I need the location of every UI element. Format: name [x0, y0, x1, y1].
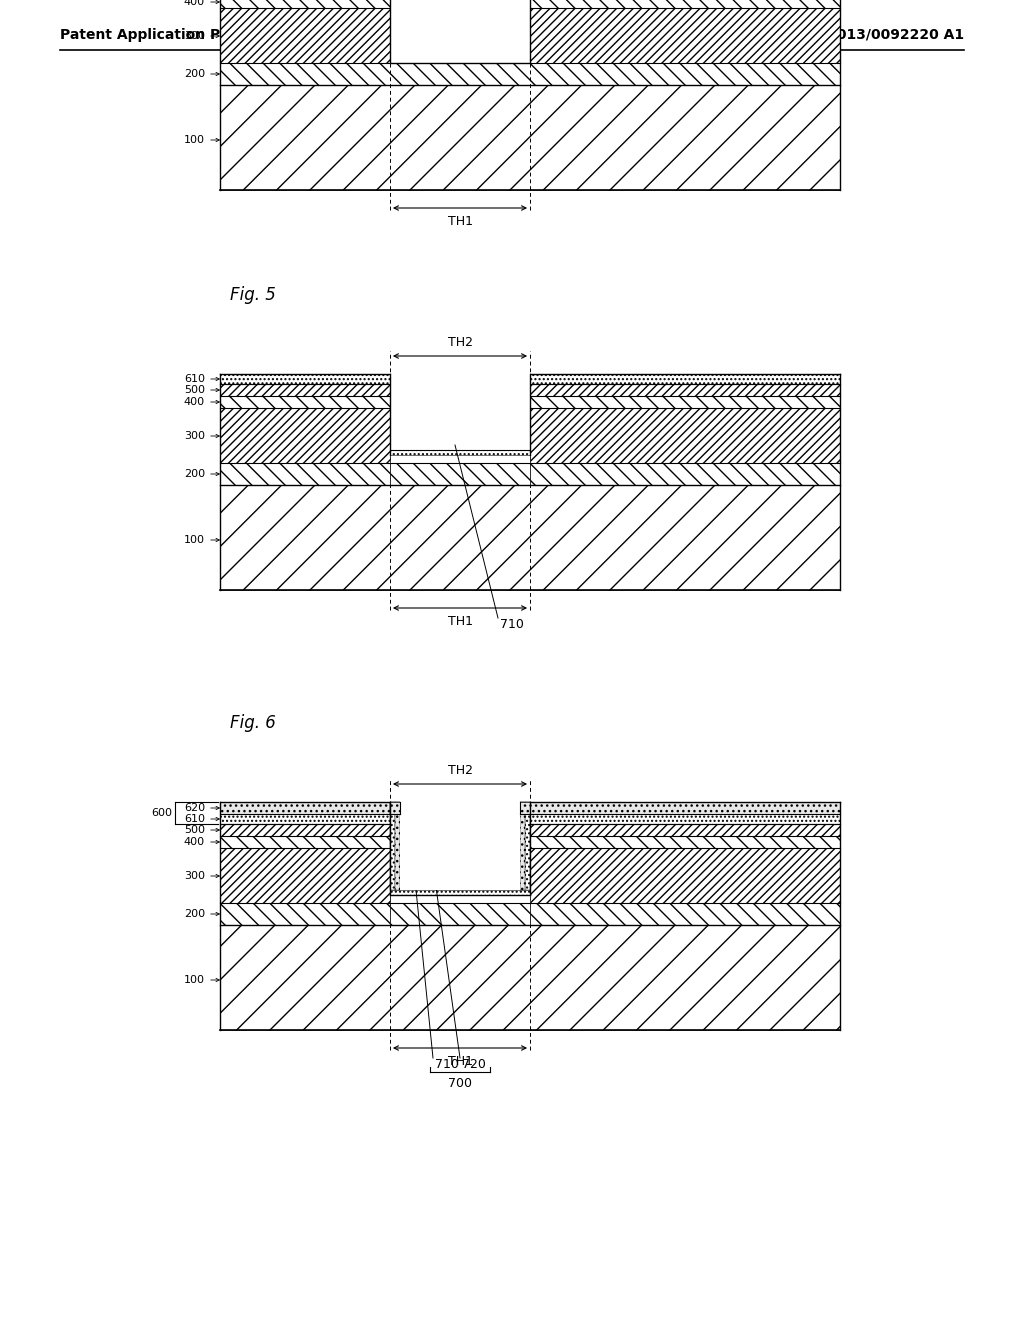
Text: 500: 500: [184, 825, 205, 836]
Bar: [530, 408, 840, 463]
Bar: [520, 803, 525, 814]
Text: 720: 720: [462, 1059, 485, 1071]
Bar: [530, 903, 840, 925]
Text: 710: 710: [435, 1059, 459, 1071]
Bar: [220, 814, 390, 824]
Bar: [220, 803, 390, 814]
Bar: [390, 903, 530, 925]
Bar: [220, 903, 390, 925]
Bar: [530, 0, 840, 8]
Bar: [395, 803, 400, 890]
Bar: [530, 374, 840, 384]
Bar: [400, 803, 520, 890]
Text: TH1: TH1: [447, 615, 472, 628]
Bar: [220, 374, 390, 384]
Bar: [220, 0, 390, 8]
Bar: [220, 408, 390, 463]
Text: Patent Application Publication: Patent Application Publication: [60, 28, 298, 42]
Bar: [220, 463, 390, 484]
Bar: [220, 847, 390, 903]
Bar: [220, 396, 390, 408]
Bar: [220, 836, 390, 847]
Text: 710: 710: [500, 618, 524, 631]
Bar: [220, 8, 390, 63]
Bar: [530, 396, 840, 408]
Bar: [390, 803, 530, 895]
Text: 300: 300: [184, 432, 205, 441]
Bar: [390, 803, 395, 814]
Text: 200: 200: [184, 69, 205, 79]
Text: 600: 600: [151, 808, 172, 818]
Bar: [525, 803, 530, 890]
Bar: [530, 8, 840, 63]
Text: TH1: TH1: [447, 215, 472, 228]
Bar: [390, 890, 530, 895]
Bar: [220, 484, 840, 590]
Text: 200: 200: [184, 909, 205, 919]
Bar: [530, 847, 840, 903]
Text: 620: 620: [184, 803, 205, 813]
Bar: [220, 824, 390, 836]
Bar: [530, 384, 840, 396]
Bar: [525, 803, 530, 814]
Bar: [390, 374, 530, 455]
Text: 100: 100: [184, 975, 205, 985]
Text: TH2: TH2: [447, 337, 472, 348]
Text: 200: 200: [184, 469, 205, 479]
Text: 610: 610: [184, 374, 205, 384]
Text: 400: 400: [184, 837, 205, 847]
Bar: [530, 803, 840, 814]
Bar: [520, 803, 525, 890]
Text: 400: 400: [184, 0, 205, 7]
Text: 100: 100: [184, 135, 205, 145]
Text: 400: 400: [184, 397, 205, 407]
Text: 500: 500: [184, 385, 205, 395]
Text: Apr. 18, 2013  Sheet 2 of 3: Apr. 18, 2013 Sheet 2 of 3: [408, 28, 616, 42]
Text: 100: 100: [184, 535, 205, 545]
Bar: [390, 803, 400, 814]
Bar: [220, 84, 840, 190]
Bar: [530, 824, 840, 836]
Bar: [530, 836, 840, 847]
Bar: [520, 803, 530, 814]
Text: TH2: TH2: [447, 764, 472, 777]
Bar: [390, 803, 395, 890]
Text: US 2013/0092220 A1: US 2013/0092220 A1: [801, 28, 964, 42]
Text: 300: 300: [184, 30, 205, 41]
Bar: [220, 63, 840, 84]
Bar: [220, 925, 840, 1030]
Text: 300: 300: [184, 871, 205, 880]
Bar: [530, 463, 840, 484]
Text: 700: 700: [449, 1077, 472, 1090]
Text: TH1: TH1: [447, 1055, 472, 1068]
Bar: [390, 0, 530, 63]
Bar: [390, 463, 530, 484]
Bar: [530, 814, 840, 824]
Bar: [220, 384, 390, 396]
Text: Fig. 6: Fig. 6: [230, 714, 275, 733]
Bar: [395, 803, 400, 814]
Text: Fig. 5: Fig. 5: [230, 286, 275, 304]
Text: 610: 610: [184, 814, 205, 824]
Bar: [390, 450, 530, 455]
